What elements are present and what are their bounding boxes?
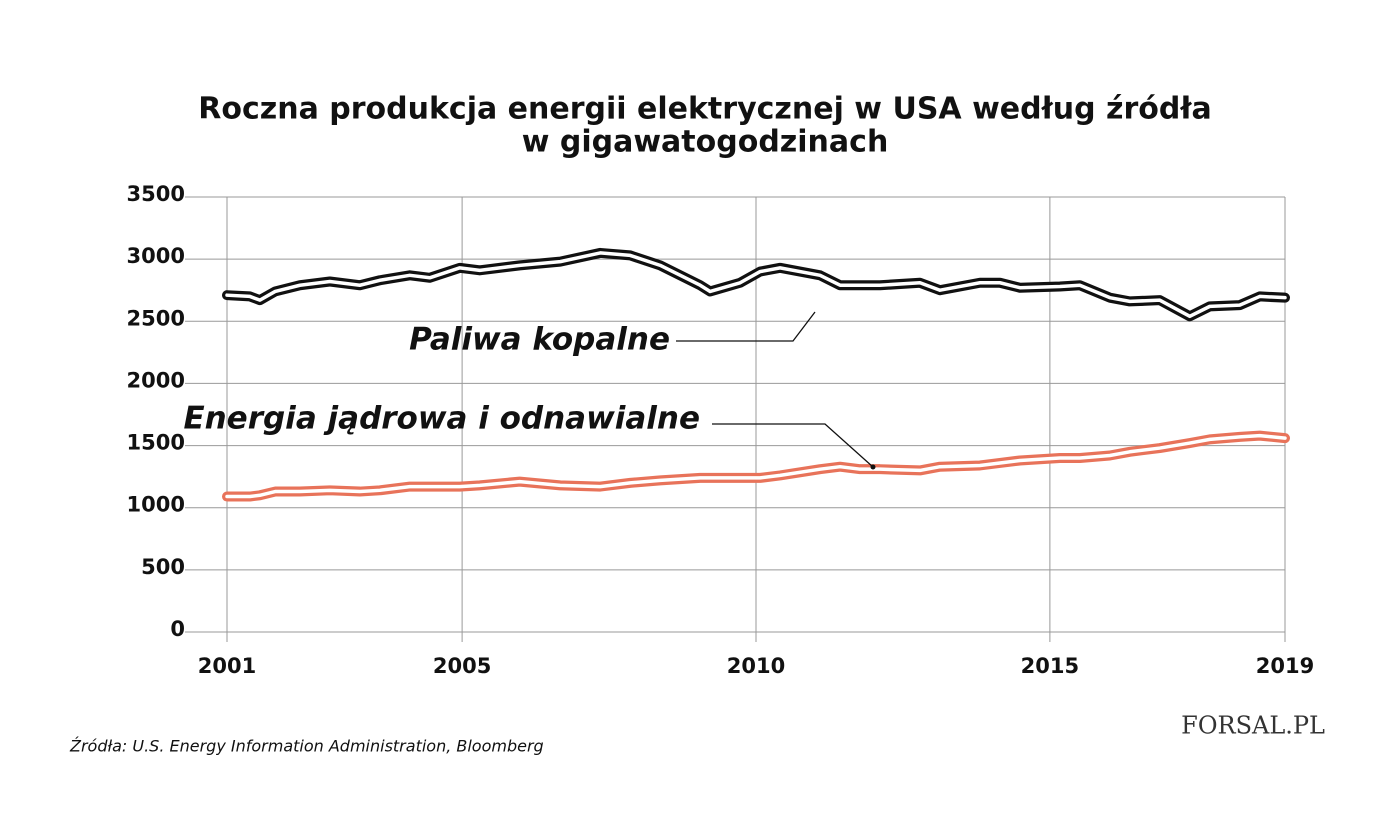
x-tick-label: 2015 bbox=[1021, 654, 1079, 678]
y-tick-label: 2500 bbox=[127, 306, 185, 330]
x-tick-label: 2019 bbox=[1256, 654, 1314, 678]
y-tick-label: 0 bbox=[170, 617, 185, 641]
leader-dot bbox=[870, 464, 876, 470]
line-highlight bbox=[225, 251, 1287, 319]
line-highlight bbox=[225, 433, 1287, 499]
x-tick-label: 2005 bbox=[433, 654, 491, 678]
x-tick-label: 2001 bbox=[198, 654, 256, 678]
leader-line bbox=[676, 311, 816, 342]
source-note: Źródła: U.S. Energy Information Administ… bbox=[69, 737, 544, 756]
legend-label: Energia jądrowa i odnawialne bbox=[183, 401, 700, 437]
legend-label: Paliwa kopalne bbox=[409, 322, 670, 358]
y-tick-label: 1000 bbox=[127, 493, 185, 517]
y-tick-label: 3500 bbox=[127, 182, 185, 206]
y-tick-label: 1500 bbox=[127, 431, 185, 455]
logo: FORSAL.PL bbox=[1181, 712, 1325, 740]
chart-title: Roczna produkcja energii elektrycznej w … bbox=[198, 92, 1212, 127]
y-tick-label: 2000 bbox=[127, 368, 185, 392]
leader-line bbox=[712, 423, 874, 468]
y-tick-label: 3000 bbox=[127, 244, 185, 268]
x-tick-label: 2010 bbox=[727, 654, 785, 678]
chart-subtitle: w gigawatogodzinach bbox=[522, 125, 889, 160]
y-tick-label: 500 bbox=[141, 555, 185, 579]
